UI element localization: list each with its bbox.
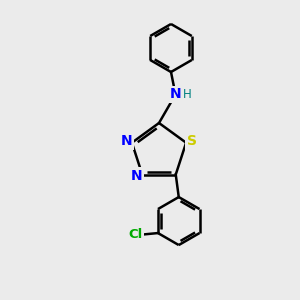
Text: Cl: Cl bbox=[129, 228, 143, 241]
Text: H: H bbox=[182, 88, 191, 101]
Text: S: S bbox=[187, 134, 196, 148]
Text: N: N bbox=[170, 88, 181, 101]
Text: N: N bbox=[131, 169, 143, 183]
Text: N: N bbox=[121, 134, 132, 148]
